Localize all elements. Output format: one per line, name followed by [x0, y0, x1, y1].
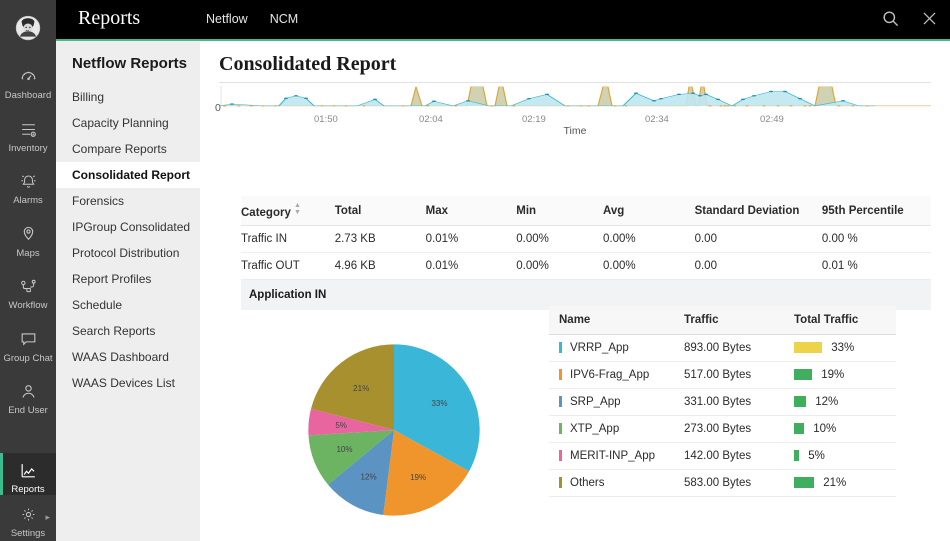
svg-text:33%: 33%: [431, 399, 447, 408]
svg-text:5%: 5%: [335, 421, 347, 430]
svg-text:12%: 12%: [361, 473, 377, 482]
svg-text:21%: 21%: [353, 384, 369, 393]
svg-text:19%: 19%: [410, 473, 426, 482]
svg-text:10%: 10%: [336, 445, 352, 454]
